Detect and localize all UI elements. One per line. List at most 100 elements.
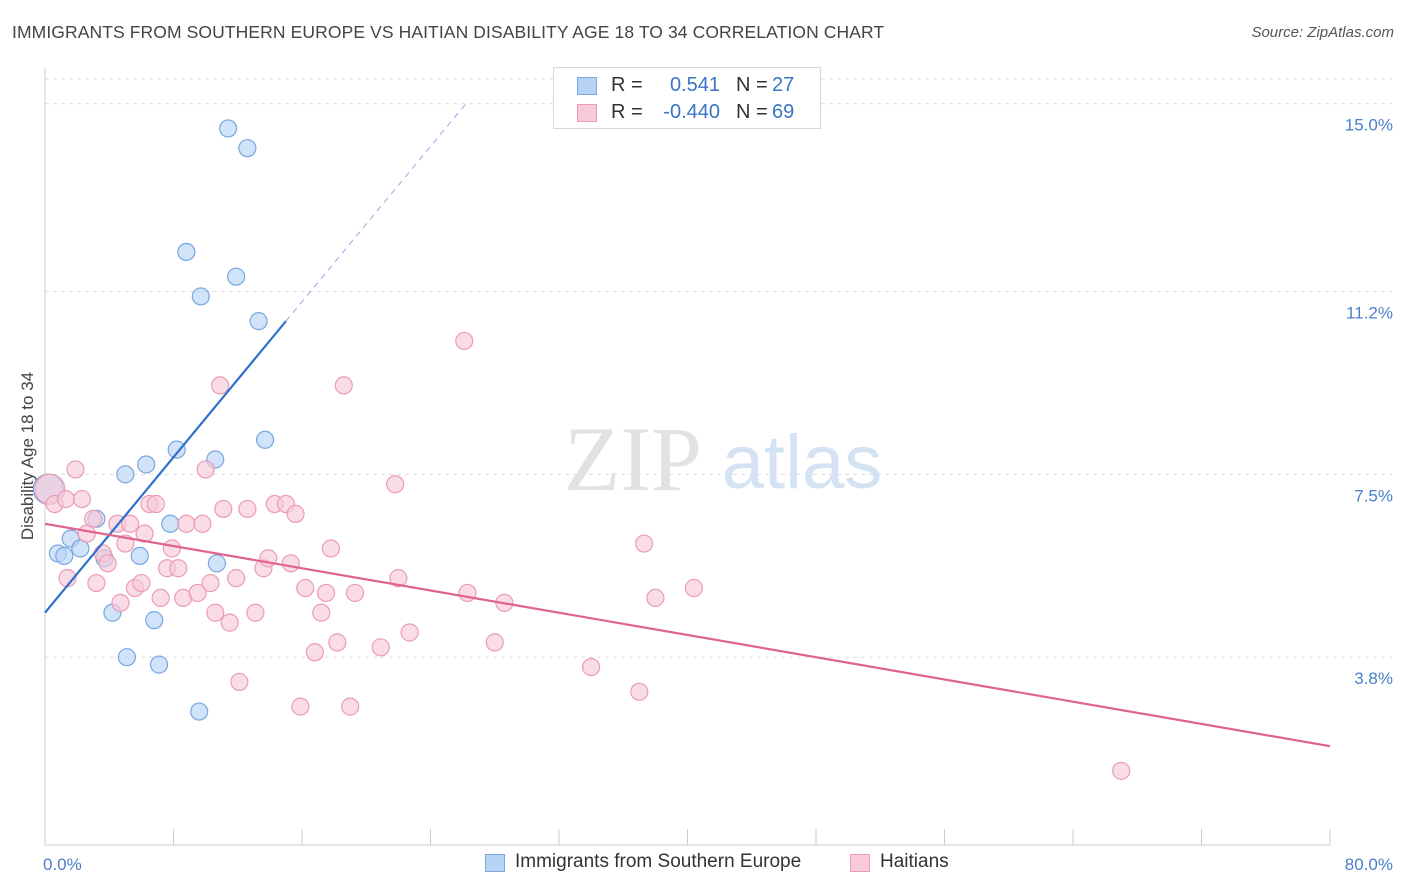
point-haitians: [121, 514, 140, 533]
watermark-atlas: atlas: [722, 420, 883, 505]
watermark-zip: ZIP: [564, 408, 702, 510]
point-haitians: [305, 643, 324, 662]
legend-n-value: 27: [772, 74, 795, 96]
legend-swatch-blue: [577, 77, 597, 95]
point-haitians: [132, 573, 151, 593]
point-haitians: [281, 554, 300, 573]
y-tick-label: 7.5%: [1354, 486, 1393, 505]
point-southern-europe: [161, 514, 180, 533]
point-haitians: [321, 539, 341, 558]
correlation-legend: R = 0.541 N = 27 R = -0.440 N = 69: [553, 67, 821, 129]
point-haitians: [371, 638, 390, 657]
point-haitians: [334, 376, 353, 395]
point-haitians: [98, 554, 117, 573]
trend-line-southern-europe: [44, 320, 287, 614]
point-haitians: [230, 672, 249, 692]
point-haitians: [56, 489, 75, 509]
y-tick-label: 11.2%: [1346, 304, 1393, 323]
series-legend-label: Immigrants from Southern Europe: [515, 851, 802, 872]
point-haitians: [84, 509, 103, 528]
series-legend-label: Haitians: [880, 851, 949, 872]
point-haitians: [1112, 761, 1131, 780]
point-haitians: [684, 578, 704, 598]
point-haitians: [201, 573, 220, 593]
trend-line-southern-europe-extension: [285, 103, 467, 322]
point-haitians: [345, 583, 365, 603]
point-haitians: [169, 559, 188, 578]
point-haitians: [286, 504, 305, 523]
point-southern-europe: [130, 546, 149, 565]
point-haitians: [316, 583, 336, 603]
point-haitians: [210, 376, 230, 395]
point-southern-europe: [55, 546, 74, 565]
point-haitians: [400, 623, 419, 642]
data-points: [32, 119, 1131, 780]
point-southern-europe: [116, 465, 135, 484]
point-southern-europe: [219, 119, 238, 138]
point-haitians: [386, 475, 405, 494]
tick-labels: 3.8% 7.5% 11.2% 15.0% 0.0% 80.0%: [43, 116, 1393, 874]
legend-r-value: -0.440: [663, 101, 720, 123]
x-tick-label: 0.0%: [43, 855, 82, 874]
series-legend: Immigrants from Southern Europe Haitians: [0, 851, 1406, 877]
point-southern-europe: [238, 139, 257, 158]
series-swatch-blue: [485, 854, 505, 872]
x-tick-label: 80.0%: [1345, 855, 1393, 874]
point-haitians: [135, 524, 154, 543]
point-southern-europe: [227, 267, 246, 286]
point-haitians: [582, 657, 601, 677]
point-haitians: [151, 588, 170, 608]
legend-r-label: R =: [611, 74, 643, 96]
point-haitians: [312, 603, 331, 622]
point-haitians: [214, 499, 233, 519]
legend-r-value: 0.541: [669, 74, 720, 96]
y-tick-label: 3.8%: [1354, 669, 1393, 688]
point-haitians: [455, 331, 474, 351]
point-haitians: [193, 514, 212, 533]
y-axis-title: Disability Age 18 to 34: [18, 372, 37, 540]
point-haitians: [177, 514, 196, 533]
point-haitians: [227, 569, 246, 588]
trend-lines: [44, 103, 1331, 748]
point-haitians: [630, 682, 649, 701]
point-haitians: [66, 460, 85, 479]
point-southern-europe: [177, 242, 196, 262]
legend-n-label: N =: [736, 101, 768, 123]
trend-line-haitians: [44, 522, 1331, 748]
point-southern-europe: [191, 287, 210, 306]
point-southern-europe: [137, 455, 156, 474]
series-swatch-pink: [850, 854, 870, 872]
point-haitians: [188, 583, 207, 603]
legend-swatch-pink: [577, 104, 597, 122]
point-haitians: [146, 494, 165, 514]
source-label: Source: ZipAtlas.com: [1251, 24, 1394, 41]
legend-row-pink: R = -0.440 N = 69: [554, 101, 820, 127]
point-haitians: [162, 539, 181, 558]
y-tick-label: 15.0%: [1345, 116, 1393, 135]
point-southern-europe: [255, 430, 275, 449]
point-haitians: [389, 569, 408, 588]
point-southern-europe: [145, 611, 164, 630]
legend-n-value: 69: [772, 101, 795, 123]
point-haitians: [328, 633, 347, 652]
point-southern-europe: [207, 554, 226, 573]
point-haitians: [238, 499, 257, 519]
point-haitians: [635, 534, 654, 553]
point-haitians: [646, 588, 665, 608]
point-southern-europe: [117, 648, 137, 667]
point-haitians: [111, 593, 130, 612]
point-southern-europe: [149, 655, 169, 674]
legend-r-label: R =: [611, 101, 643, 123]
legend-n-label: N =: [736, 74, 768, 96]
point-southern-europe: [190, 702, 209, 721]
point-haitians: [246, 603, 265, 622]
point-haitians: [291, 697, 310, 716]
point-southern-europe: [167, 440, 186, 459]
point-haitians: [72, 489, 92, 509]
legend-row-blue: R = 0.541 N = 27: [554, 74, 820, 100]
point-haitians: [485, 633, 504, 652]
point-haitians: [87, 573, 106, 593]
axes: [44, 68, 1331, 846]
chart-title: IMMIGRANTS FROM SOUTHERN EUROPE VS HAITI…: [12, 22, 885, 42]
